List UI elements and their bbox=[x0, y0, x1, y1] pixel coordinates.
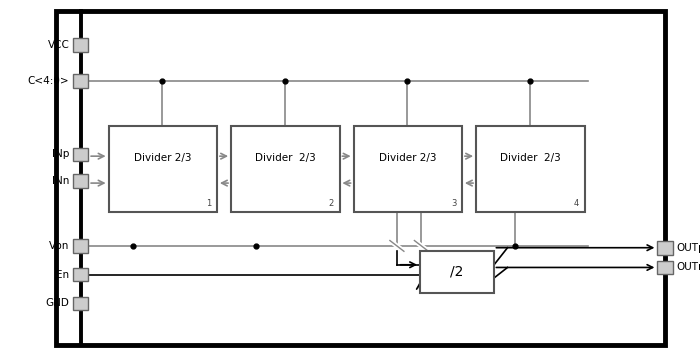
Bar bbox=[73, 74, 88, 88]
Text: Divider 2/3: Divider 2/3 bbox=[134, 153, 192, 163]
Text: 2: 2 bbox=[329, 199, 334, 208]
Bar bbox=[73, 38, 88, 52]
Bar bbox=[73, 297, 88, 310]
Bar bbox=[420, 251, 494, 293]
Text: 1: 1 bbox=[206, 199, 211, 208]
Bar bbox=[657, 261, 673, 274]
Bar bbox=[73, 148, 88, 161]
Text: INn: INn bbox=[52, 176, 69, 186]
Text: 4: 4 bbox=[574, 199, 579, 208]
Bar bbox=[73, 174, 88, 188]
Text: OUTn: OUTn bbox=[676, 262, 700, 272]
Text: Divider 2/3: Divider 2/3 bbox=[379, 153, 437, 163]
Bar bbox=[108, 126, 217, 212]
Text: En: En bbox=[56, 270, 69, 280]
Text: /2: /2 bbox=[450, 265, 463, 279]
Bar bbox=[354, 126, 462, 212]
Bar bbox=[73, 268, 88, 281]
Bar bbox=[73, 239, 88, 253]
Text: Divider  2/3: Divider 2/3 bbox=[500, 153, 561, 163]
Bar bbox=[657, 241, 673, 255]
Bar bbox=[56, 11, 665, 345]
Text: GND: GND bbox=[46, 298, 69, 308]
Text: INp: INp bbox=[52, 149, 69, 159]
Bar bbox=[231, 126, 340, 212]
Text: VCC: VCC bbox=[48, 40, 69, 50]
Text: Divider  2/3: Divider 2/3 bbox=[255, 153, 316, 163]
Text: 3: 3 bbox=[451, 199, 456, 208]
Bar bbox=[476, 126, 584, 212]
Text: OUTp: OUTp bbox=[676, 243, 700, 253]
Text: Vbn: Vbn bbox=[49, 241, 69, 251]
Text: C<4:0>: C<4:0> bbox=[28, 76, 69, 86]
